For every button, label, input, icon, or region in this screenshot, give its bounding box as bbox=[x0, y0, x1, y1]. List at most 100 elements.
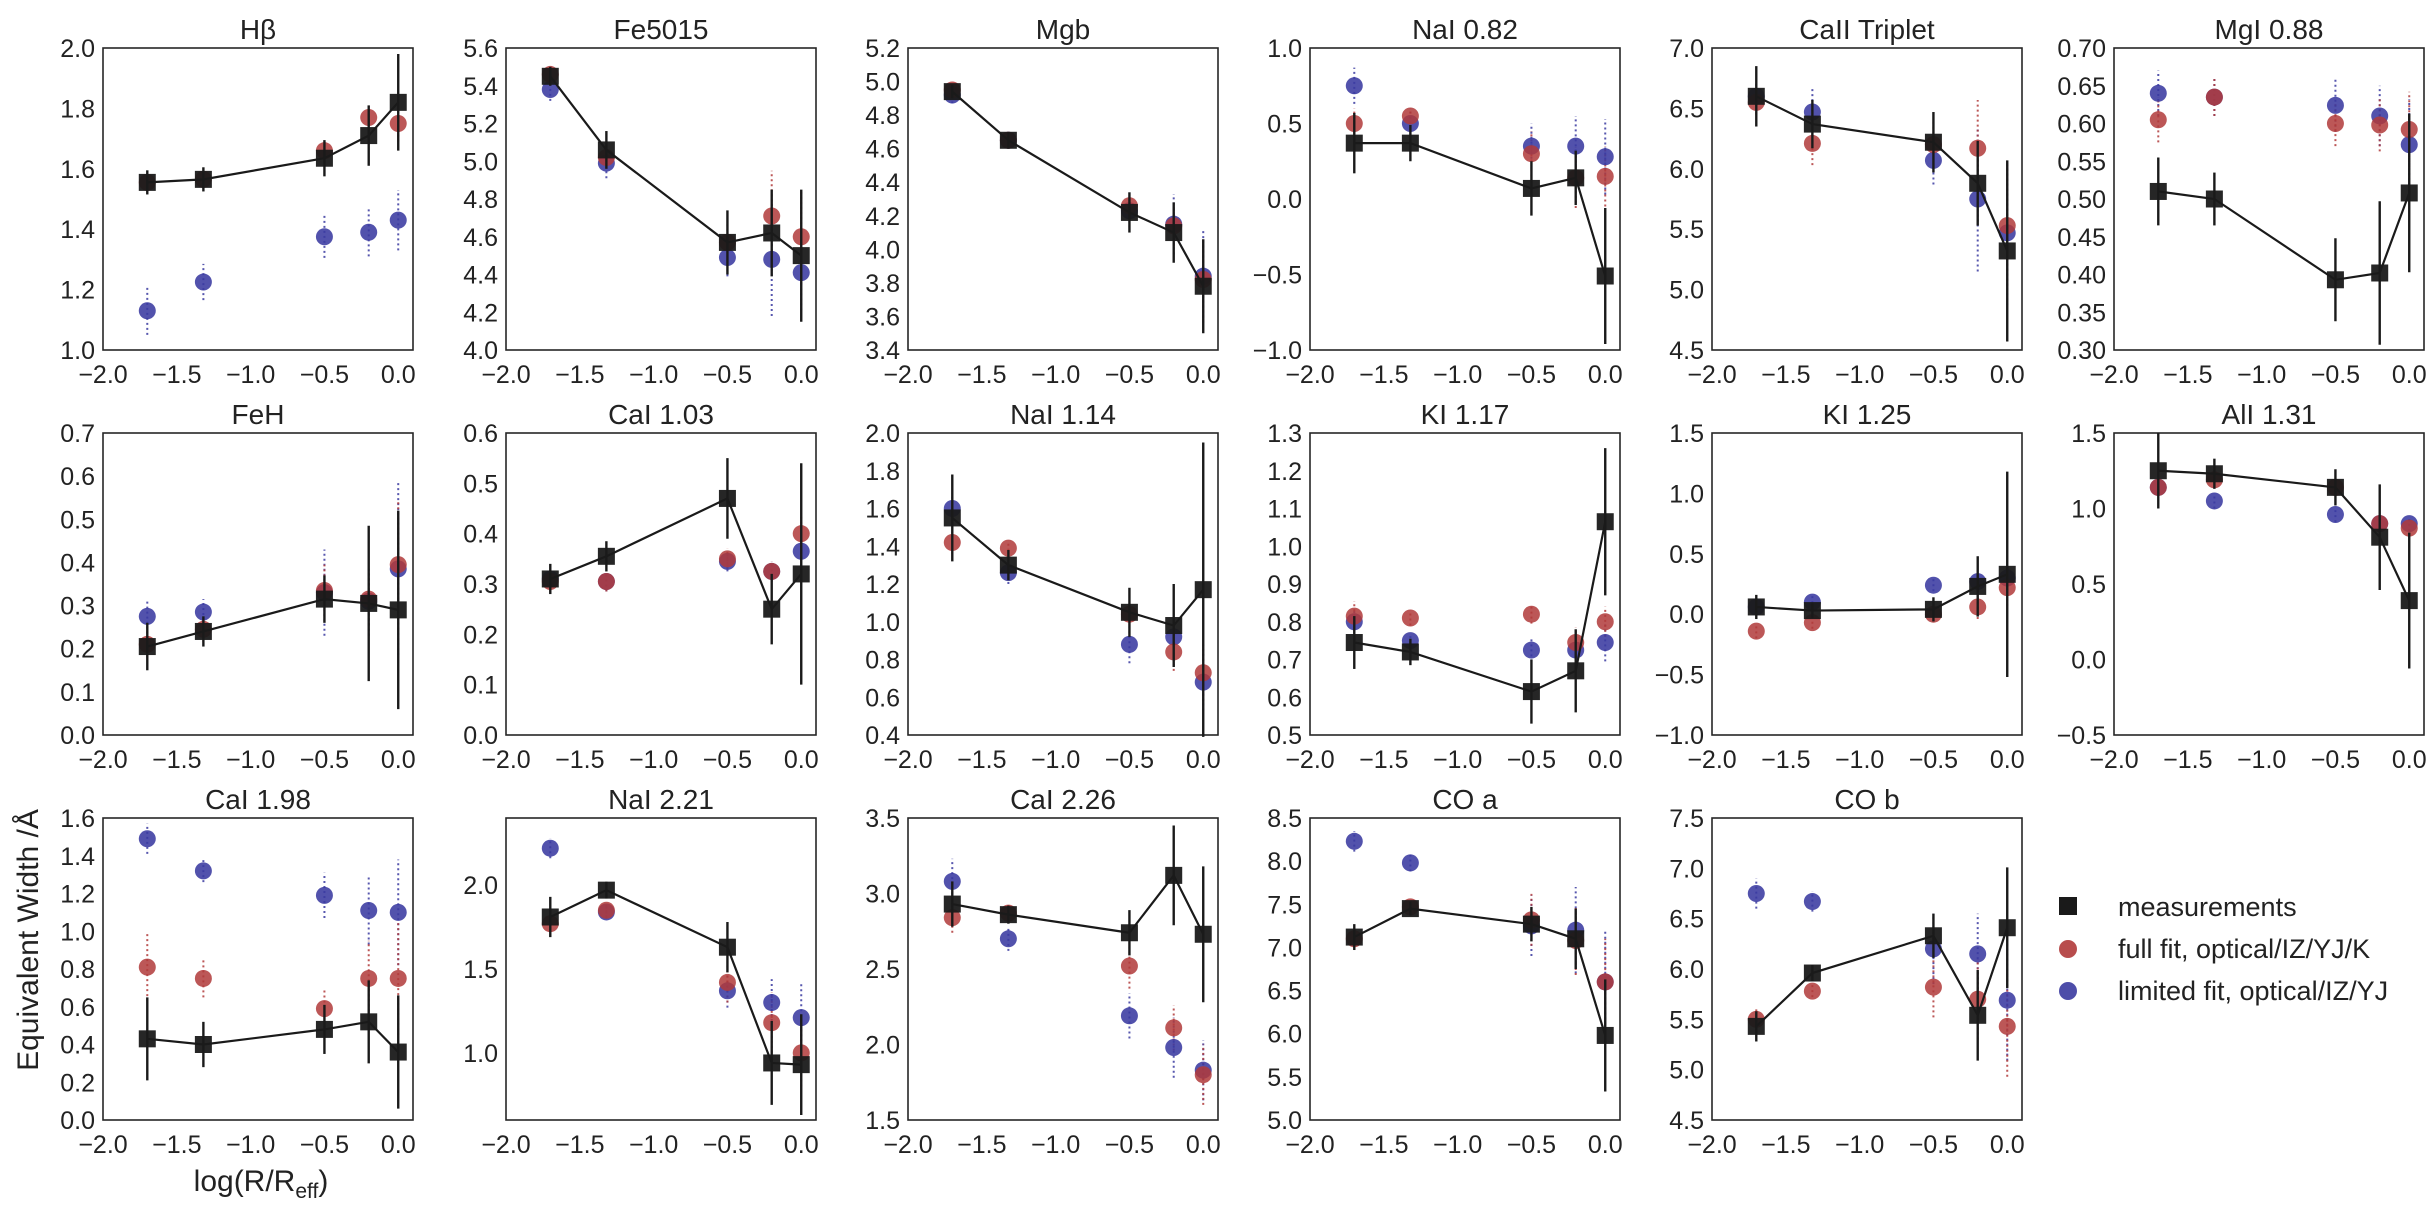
x-tick-label: −0.5 bbox=[300, 746, 349, 774]
y-tick-label: 0.35 bbox=[2057, 299, 2106, 327]
measurement-point bbox=[360, 127, 378, 145]
y-tick-label: 7.0 bbox=[1267, 934, 1302, 962]
x-tick-label: −2.0 bbox=[883, 746, 932, 774]
measurement-point bbox=[1924, 133, 1942, 151]
measurement-point bbox=[315, 590, 333, 608]
plot-frame bbox=[907, 47, 1219, 351]
limited-fit-point bbox=[1165, 1039, 1183, 1057]
y-tick-label: 6.5 bbox=[1267, 978, 1302, 1006]
measurement-point bbox=[763, 1054, 781, 1072]
y-tick-label: 4.0 bbox=[463, 337, 498, 365]
measurement-point bbox=[718, 489, 736, 507]
y-tick-label: 5.6 bbox=[463, 35, 498, 63]
measurement-point bbox=[1120, 203, 1138, 221]
plot-frame bbox=[1309, 817, 1621, 1121]
plot-frame bbox=[505, 817, 817, 1121]
y-tick-label: 0.2 bbox=[60, 636, 95, 664]
panel-nai-1-14: NaI 1.14 −2.0 −1.5 −1.0 −0.5 0.0 0.4 0.6 0.8 1.0 1… bbox=[865, 399, 1220, 774]
measurement-point bbox=[792, 1056, 810, 1074]
measurement-point bbox=[2205, 190, 2223, 208]
y-tick-label: −0.5 bbox=[1253, 262, 1302, 290]
full-fit-point bbox=[1998, 1017, 2016, 1035]
x-tick-label: −2.0 bbox=[1285, 746, 1334, 774]
x-tick-label: 0.0 bbox=[2392, 746, 2427, 774]
panel-nai-0-82: NaI 0.82 −2.0 −1.5 −1.0 −0.5 0.0 −1.0 −0.5 0.0 0.… bbox=[1253, 14, 1623, 389]
measurement-point bbox=[1969, 174, 1987, 192]
x-tick-label: −0.5 bbox=[1105, 361, 1154, 389]
x-tick-label: 0.0 bbox=[1990, 1131, 2025, 1159]
x-tick-label: −1.0 bbox=[1433, 361, 1482, 389]
panel-title: CO a bbox=[1432, 784, 1498, 815]
y-tick-label: −0.5 bbox=[2057, 722, 2106, 750]
x-tick-label: −2.0 bbox=[78, 1131, 127, 1159]
y-tick-label: 1.0 bbox=[1267, 533, 1302, 561]
limited-fit-point bbox=[541, 81, 559, 99]
y-tick-label: 1.2 bbox=[1267, 458, 1302, 486]
x-tick-label: −1.0 bbox=[1031, 746, 1080, 774]
plot-frame bbox=[1711, 47, 2023, 351]
limited-fit-point bbox=[1567, 137, 1585, 155]
x-tick-label: 0.0 bbox=[784, 361, 819, 389]
y-tick-label: 1.4 bbox=[60, 216, 95, 244]
measurement-point bbox=[1345, 134, 1363, 152]
measurement-point bbox=[1596, 267, 1614, 285]
y-tick-label: 0.4 bbox=[865, 722, 900, 750]
y-tick-label: 0.0 bbox=[1267, 186, 1302, 214]
panel-title: NaI 2.21 bbox=[608, 784, 714, 815]
y-tick-label: 8.5 bbox=[1267, 805, 1302, 833]
limited-fit-point bbox=[1120, 1007, 1138, 1025]
y-tick-label: 7.5 bbox=[1267, 891, 1302, 919]
y-tick-label: 0.30 bbox=[2057, 337, 2106, 365]
y-tick-label: 0.1 bbox=[463, 672, 498, 700]
measurement-point bbox=[2326, 478, 2344, 496]
y-tick-label: 0.7 bbox=[60, 420, 95, 448]
x-tick-label: −1.0 bbox=[1031, 1131, 1080, 1159]
measurement-point bbox=[1747, 598, 1765, 616]
panel-ki-1-25: KI 1.25 −2.0 −1.5 −1.0 −0.5 0.0 −1.0 −0.5 0.0 0.5… bbox=[1655, 399, 2025, 774]
full-fit-point bbox=[597, 901, 615, 919]
limited-fit-point bbox=[1522, 641, 1540, 659]
y-tick-label: 3.4 bbox=[865, 337, 900, 365]
y-tick-label: 5.0 bbox=[1669, 1057, 1704, 1085]
measurement-point bbox=[1345, 634, 1363, 652]
x-tick-label: −1.0 bbox=[1835, 361, 1884, 389]
x-tick-label: 0.0 bbox=[1990, 361, 2025, 389]
measurement-point bbox=[1165, 617, 1183, 635]
measurement-point bbox=[1596, 513, 1614, 531]
x-tick-label: −0.5 bbox=[2311, 746, 2360, 774]
y-tick-label: 5.0 bbox=[1267, 1107, 1302, 1135]
measurement-point bbox=[2400, 184, 2418, 202]
x-tick-label: −1.0 bbox=[629, 746, 678, 774]
measurement-point bbox=[541, 67, 559, 85]
full-fit-point bbox=[1401, 609, 1419, 627]
panel-mgb: Mgb −2.0 −1.5 −1.0 −0.5 0.0 3.4 3.6 3.8 4.0 4.2 4.4… bbox=[865, 14, 1220, 389]
panel-cai-1-98: CaI 1.98 −2.0 −1.5 −1.0 −0.5 0.0 0.0 0.2 0.4 0.6 0… bbox=[60, 784, 415, 1159]
y-tick-label: 6.0 bbox=[1669, 956, 1704, 984]
y-tick-label: 0.55 bbox=[2057, 148, 2106, 176]
x-tick-label: −1.5 bbox=[957, 1131, 1006, 1159]
measurement-point bbox=[360, 1013, 378, 1031]
measurement-point bbox=[315, 1020, 333, 1038]
panel-title: AlI 1.31 bbox=[2222, 399, 2317, 430]
panel-co-a: CO a −2.0 −1.5 −1.0 −0.5 0.0 5.0 5.5 6.0 6.5 7.0 7.… bbox=[1267, 784, 1622, 1159]
y-tick-label: 4.8 bbox=[463, 186, 498, 214]
y-tick-label: 1.6 bbox=[60, 805, 95, 833]
x-tick-label: −0.5 bbox=[1105, 1131, 1154, 1159]
y-tick-label: 1.2 bbox=[60, 277, 95, 305]
y-tick-label: 6.5 bbox=[1669, 906, 1704, 934]
limited-fit-point bbox=[315, 228, 333, 246]
limited-fit-point bbox=[1998, 991, 2016, 1009]
legend-label: measurements bbox=[2118, 892, 2297, 922]
limited-fit-point bbox=[2326, 506, 2344, 524]
y-tick-label: 3.5 bbox=[865, 805, 900, 833]
limited-fit-point bbox=[360, 901, 378, 919]
full-fit-point bbox=[1803, 982, 1821, 1000]
x-tick-label: 0.0 bbox=[1186, 1131, 1221, 1159]
measurement-point bbox=[1998, 919, 2016, 937]
limited-fit-point bbox=[2149, 84, 2167, 102]
x-tick-label: −0.5 bbox=[1105, 746, 1154, 774]
y-tick-label: 1.1 bbox=[1267, 496, 1302, 524]
plot-frame bbox=[1309, 47, 1621, 351]
y-tick-label: 0.8 bbox=[1267, 609, 1302, 637]
x-tick-label: −1.5 bbox=[1761, 746, 1810, 774]
